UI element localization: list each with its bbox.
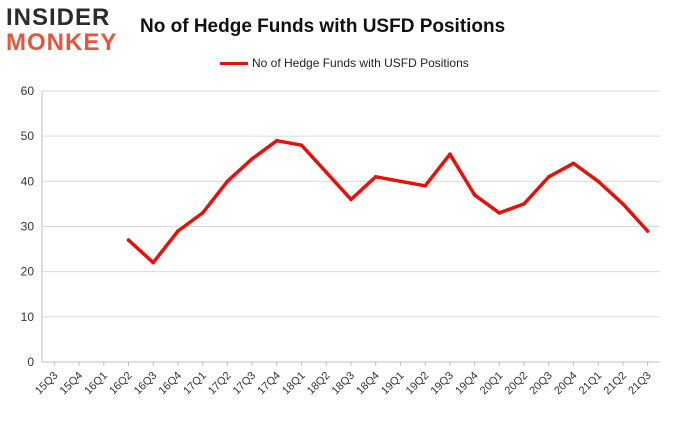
x-tick-label: 21Q2 [602, 370, 630, 398]
logo-line-2: MONKEY [6, 29, 118, 56]
y-tick-label: 40 [21, 174, 35, 188]
data-point [200, 211, 205, 215]
x-tick-label: 17Q2 [206, 370, 234, 398]
y-tick-label: 60 [21, 84, 35, 98]
y-axis-ticks: 0 10 20 30 40 50 60 [21, 84, 35, 369]
x-tick-label: 16Q3 [132, 370, 160, 398]
data-point [151, 260, 156, 265]
x-tick-label: 18Q2 [305, 370, 333, 398]
data-point [324, 170, 329, 175]
y-tick-label: 20 [21, 265, 35, 279]
legend-label: No of Hedge Funds with USFD Positions [252, 56, 469, 70]
data-point [596, 179, 600, 184]
data-point [621, 202, 625, 206]
data-point [472, 193, 477, 197]
y-tick-label: 0 [27, 355, 34, 369]
x-tick-label: 21Q1 [577, 370, 605, 398]
x-tick-label: 18Q4 [354, 370, 382, 398]
data-point [448, 152, 452, 157]
data-point [546, 175, 551, 179]
x-tick-label: 17Q3 [231, 370, 259, 398]
insider-monkey-logo: INSIDER MONKEY [6, 6, 128, 56]
series-line [126, 138, 650, 265]
logo-line-1: INSIDER [6, 4, 111, 31]
x-tick-label: 20Q3 [527, 370, 555, 398]
x-tick-label: 21Q3 [626, 370, 654, 398]
data-point [299, 143, 304, 147]
data-point [275, 138, 279, 143]
x-tick-label: 17Q4 [255, 370, 283, 398]
chart-title: No of Hedge Funds with USFD Positions [140, 16, 506, 37]
x-tick-label: 16Q1 [82, 370, 110, 398]
x-tick-label: 19Q4 [453, 370, 481, 398]
y-tick-label: 50 [21, 129, 35, 143]
data-point [250, 156, 254, 161]
data-point [176, 229, 180, 233]
data-point [571, 161, 576, 166]
x-tick-label: 16Q2 [107, 370, 135, 398]
x-tick-label: 20Q2 [503, 370, 531, 398]
gridlines [41, 90, 660, 363]
data-point [126, 238, 131, 242]
y-tick-label: 10 [21, 310, 35, 324]
y-tick-label: 30 [21, 220, 35, 234]
series-layer [126, 138, 650, 265]
x-tick-label: 15Q3 [33, 370, 61, 398]
x-tick-label: 18Q1 [280, 370, 308, 398]
chart-legend: No of Hedge Funds with USFD Positions [220, 55, 469, 71]
data-point [645, 229, 650, 233]
x-tick-label: 19Q2 [404, 370, 432, 398]
x-axis-ticks: 15Q315Q416Q116Q216Q316Q417Q117Q217Q317Q4… [33, 362, 654, 397]
data-point [373, 175, 378, 179]
x-tick-label: 19Q1 [379, 370, 407, 398]
data-point [522, 202, 526, 206]
legend-swatch [220, 61, 248, 65]
x-tick-label: 20Q4 [552, 370, 580, 398]
data-point [497, 211, 502, 215]
x-tick-label: 17Q1 [181, 370, 209, 398]
x-tick-label: 15Q4 [58, 370, 86, 398]
data-point [398, 179, 403, 184]
x-tick-label: 16Q4 [157, 370, 185, 398]
x-tick-label: 20Q1 [478, 370, 506, 398]
x-tick-label: 19Q3 [428, 370, 456, 398]
data-point [225, 179, 230, 184]
data-point [349, 197, 353, 202]
x-tick-label: 18Q3 [330, 370, 358, 398]
data-point [423, 184, 427, 188]
